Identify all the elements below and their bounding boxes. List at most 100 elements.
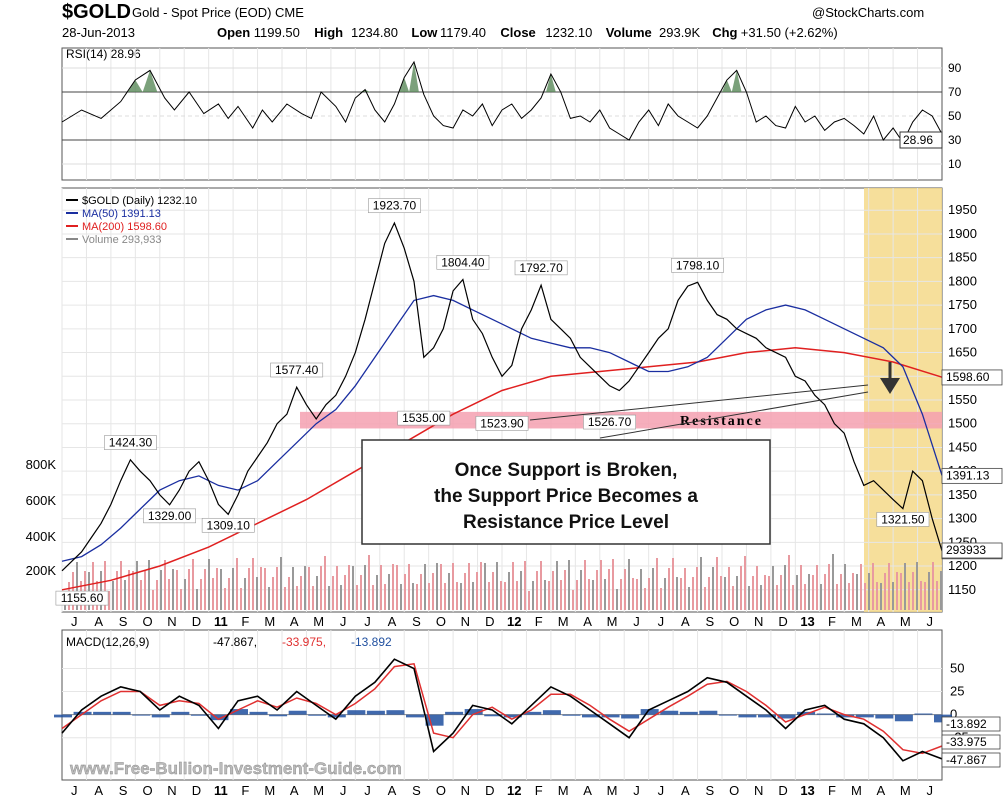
volume-bar [860,564,862,610]
volume-bar [524,561,526,610]
volume-bar [460,583,462,610]
volume-bar [696,567,698,610]
volume-bar [608,569,610,610]
volume-bar [936,581,938,610]
price-xlabel-N: N [461,614,470,629]
annotation-label: 1309.10 [207,518,251,532]
macd-histogram-bar [230,709,248,715]
macd-histogram-bar [93,711,112,715]
watermark: www.Free-Bullion-Investment-Guide.com [69,759,402,778]
volume-bar [220,569,222,610]
volume-bar [468,563,470,610]
volume-bar [444,583,446,610]
price-xlabel-A: A [583,614,592,629]
macd-xlabel-F: F [535,783,543,798]
price-xlabel-M: M [607,614,618,629]
macd-histogram-bar [503,714,522,718]
volume-bar [572,590,574,610]
volume-bar [432,573,434,610]
macd-histogram-bar [210,714,229,721]
price-ytick-1900: 1900 [948,226,977,241]
volume-bar [892,582,894,610]
price-xlabel-F: F [241,614,249,629]
volume-bar [408,564,410,610]
price-xlabel-J: J [658,614,665,629]
volume-bar [664,578,666,610]
macd-xlabel-M: M [558,783,569,798]
volume-bar [904,563,906,610]
ohlc-label-high: High [314,25,343,40]
annotation-label: 1792.70 [519,261,563,275]
callout-line-2: the Support Price Becomes a [434,486,698,507]
price-right-label: 1391.13 [946,468,990,482]
volume-bar [160,570,162,610]
annotation-box [55,590,109,606]
volume-bar [412,583,414,610]
macd-ytick-25: 25 [950,684,964,699]
volume-bar [464,573,466,610]
rsi-ytick-70: 70 [948,85,962,99]
macd-histogram-bar [151,714,170,718]
volume-bar [796,575,798,610]
volume-bar [276,567,278,610]
price-ytick-1550: 1550 [948,392,977,407]
description: Gold - Spot Price (EOD) CME [132,5,304,20]
volume-bar [364,565,366,610]
volume-bar [824,574,826,610]
volume-bar [152,590,154,610]
volume-bar [748,586,750,610]
volume-bar [612,559,614,610]
macd-histogram-bar [660,710,679,715]
volume-bar [424,564,426,610]
annotation-label: 1321.50 [881,512,925,526]
brand: @StockCharts.com [812,5,924,20]
volume-bar [900,573,902,610]
macd-xlabel-M: M [900,783,911,798]
price-xlabel-A: A [94,614,103,629]
annotation-label: 1526.70 [588,415,632,429]
volume-bar [188,569,190,610]
volume-bar [780,575,782,610]
date: 28-Jun-2013 [62,25,135,40]
volume-bar [648,578,650,610]
volume-bar [744,556,746,610]
volume-bar [636,579,638,610]
callout-line-1: Once Support is Broken, [455,460,678,481]
macd-histogram-bar [894,714,913,722]
volume-bar [672,558,674,610]
volume-bar [560,580,562,610]
volume-bar [792,585,794,610]
volume-bar [688,587,690,610]
volume-bar [144,570,146,610]
volume-bar [500,581,502,610]
volume-bar [488,582,490,610]
volume-bar [584,560,586,610]
price-xlabel-N: N [167,614,176,629]
macd-line [61,658,943,762]
volume-bar [392,564,394,610]
volume-bar [296,586,298,610]
volume-bar [644,588,646,610]
volume-bar [340,585,342,610]
volume-bar [692,577,694,610]
volume-bar [660,588,662,610]
macd-histogram-bar [914,713,933,715]
volume-bar [940,571,942,610]
volume-bar [180,589,182,610]
volume-bar [620,579,622,610]
macd-histogram-bar [738,714,757,718]
volume-ticks: 200K 400K 600K 800K [26,457,57,578]
volume-bar [816,565,818,610]
price-xlabel-J: J [71,614,78,629]
volume-bar [264,568,266,610]
volume-bar [416,584,418,610]
volume-bar [224,588,226,610]
volume-bar [632,578,634,610]
macd-histogram-bar [562,714,581,716]
price-xlabel-D: D [192,614,201,629]
volume-bar [228,578,230,610]
macd-xlabel-J: J [927,783,934,798]
volume-bar [864,583,866,610]
macd-right-label-box [941,716,1001,732]
volume-bar [856,574,858,610]
